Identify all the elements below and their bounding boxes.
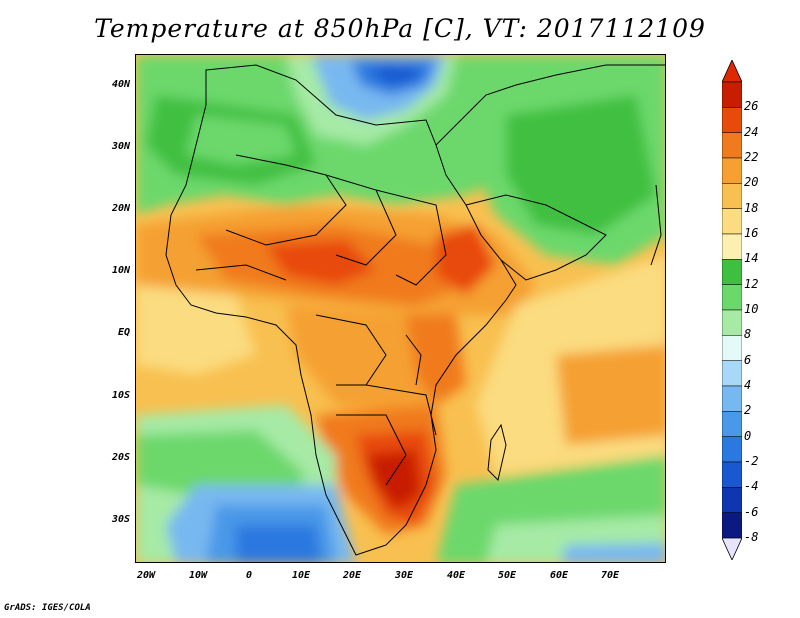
colorbar-label: 20 — [744, 175, 759, 190]
colorbar-swatch — [722, 385, 742, 412]
colorbar-swatch — [722, 132, 742, 159]
lat-label: 10N — [111, 265, 130, 276]
lat-label: 10S — [111, 390, 130, 401]
lon-label: 0 — [245, 570, 253, 581]
lat-label: 20N — [111, 203, 130, 214]
lon-label: 70E — [600, 570, 620, 581]
lon-label: 20E — [342, 570, 362, 581]
colorbar-label: 24 — [744, 124, 759, 139]
colorbar-swatch — [722, 284, 742, 311]
colorbar-label: 10 — [744, 302, 759, 316]
colorbar-label: 6 — [744, 352, 752, 367]
lon-label: 10E — [291, 570, 311, 581]
lat-label: 30N — [111, 141, 130, 152]
lat-label: EQ — [117, 327, 130, 338]
colorbar-swatch — [722, 512, 742, 539]
lon-label: 20W — [136, 570, 156, 581]
colorbar-swatch — [722, 360, 742, 387]
lon-label: 60E — [549, 570, 569, 581]
colorbar-label: 8 — [744, 327, 752, 342]
colorbar-label: 12 — [744, 276, 759, 291]
colorbar-swatch — [722, 259, 742, 285]
colorbar-label: -8 — [744, 530, 759, 544]
colorbar-swatch — [722, 411, 742, 437]
lon-label: 40E — [446, 570, 466, 581]
colorbar-bottom-arrow — [722, 537, 742, 560]
colorbar — [722, 60, 742, 560]
colorbar-label: 0 — [744, 428, 752, 443]
colorbar-label: -4 — [744, 479, 759, 494]
temperature-map — [135, 54, 666, 563]
colorbar-label: 4 — [744, 378, 752, 392]
colorbar-label: 22 — [744, 150, 759, 164]
colorbar-swatch — [722, 309, 742, 336]
map-title: Temperature at 850hPa [C], VT: 201711210… — [94, 14, 706, 43]
colorbar-swatch — [722, 487, 742, 513]
colorbar-label: -6 — [744, 504, 759, 519]
colorbar-swatch — [722, 81, 742, 108]
grads-credit: GrADS: IGES/COLA — [4, 603, 91, 613]
colorbar-label: 26 — [744, 99, 759, 114]
colorbar-label: 16 — [744, 226, 759, 240]
lat-label: 20S — [111, 452, 130, 463]
lat-label: 30S — [111, 514, 130, 525]
lon-label: 50E — [497, 570, 517, 581]
colorbar-label: 2 — [744, 403, 752, 418]
colorbar-label: 14 — [744, 251, 759, 266]
colorbar-swatch — [722, 335, 742, 361]
colorbar-swatch — [722, 436, 742, 463]
colorbar-swatch — [722, 183, 742, 209]
lat-label: 40N — [111, 79, 130, 90]
colorbar-swatch — [722, 233, 742, 260]
colorbar-label: -2 — [744, 454, 759, 468]
coastlines — [165, 64, 665, 556]
colorbar-top-arrow — [722, 60, 742, 83]
colorbar-swatch — [722, 461, 742, 488]
colorbar-label: 18 — [744, 200, 759, 215]
lon-label: 30E — [394, 570, 414, 581]
lon-label: 10W — [188, 570, 208, 581]
colorbar-swatch — [722, 157, 742, 184]
colorbar-swatch — [722, 107, 742, 133]
colorbar-swatch — [722, 208, 742, 235]
